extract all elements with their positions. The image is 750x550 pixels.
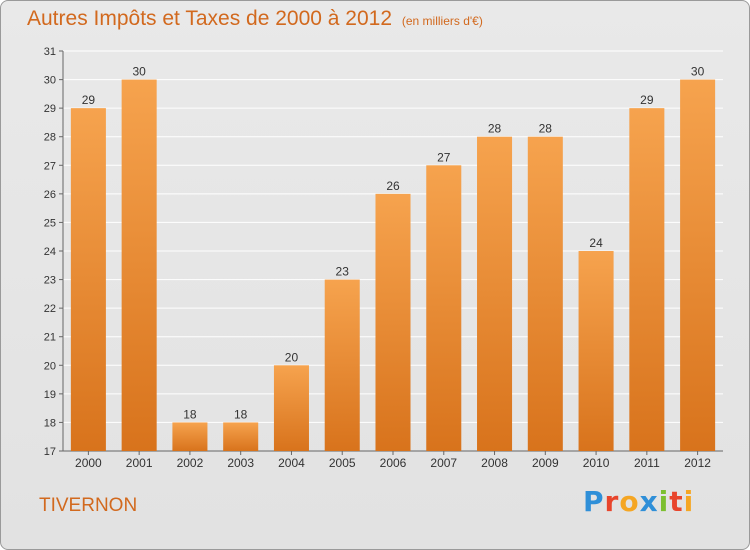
x-tick-label: 2009 xyxy=(532,456,559,470)
bar xyxy=(629,108,665,452)
data-label: 18 xyxy=(234,407,248,421)
y-tick-label: 27 xyxy=(44,160,56,172)
y-tick-label: 21 xyxy=(44,332,56,344)
y-tick-label: 20 xyxy=(44,360,56,372)
data-label: 29 xyxy=(82,93,96,107)
bar xyxy=(273,365,309,451)
proxiti-logo[interactable]: Proxiti xyxy=(583,485,694,518)
bar xyxy=(680,79,716,452)
x-tick-label: 2008 xyxy=(481,456,508,470)
x-tick-label: 2010 xyxy=(583,456,610,470)
bar xyxy=(527,136,563,451)
x-tick-label: 2004 xyxy=(278,456,305,470)
data-label: 26 xyxy=(386,179,400,193)
data-label: 28 xyxy=(488,122,502,136)
logo-letter: P xyxy=(583,485,605,518)
commune-name: TIVERNON xyxy=(39,495,138,516)
y-tick-label: 26 xyxy=(44,189,56,201)
chart-title: Autres Impôts et Taxes de 2000 à 2012 (e… xyxy=(27,7,483,31)
y-tick-label: 19 xyxy=(44,389,56,401)
logo-letter: o xyxy=(619,485,640,518)
data-label: 18 xyxy=(183,407,197,421)
y-tick-label: 24 xyxy=(44,246,56,258)
x-tick-label: 2003 xyxy=(227,456,254,470)
logo-letter: i xyxy=(658,485,670,518)
bar xyxy=(324,279,360,451)
y-tick-label: 18 xyxy=(44,417,56,429)
y-tick-label: 29 xyxy=(44,103,56,115)
x-tick-label: 2011 xyxy=(634,456,660,470)
data-label: 24 xyxy=(589,236,603,250)
y-tick-label: 22 xyxy=(44,303,56,315)
bar xyxy=(426,165,462,452)
bar xyxy=(172,422,208,451)
x-tick-label: 2006 xyxy=(380,456,407,470)
logo-letter: i xyxy=(683,485,695,518)
data-label: 27 xyxy=(437,150,451,164)
chart-title-unit: (en milliers d'€) xyxy=(401,14,483,28)
data-label: 20 xyxy=(285,350,299,364)
logo-letter: x xyxy=(639,485,659,518)
data-label: 23 xyxy=(336,265,350,279)
bar xyxy=(477,136,513,451)
x-tick-label: 2001 xyxy=(126,456,153,470)
y-tick-label: 28 xyxy=(44,132,56,144)
bar xyxy=(578,251,614,451)
bar xyxy=(121,79,157,452)
y-tick-label: 31 xyxy=(44,46,56,58)
x-tick-label: 2007 xyxy=(430,456,457,470)
logo-letter: r xyxy=(604,485,620,518)
x-tick-label: 2005 xyxy=(329,456,356,470)
data-label: 28 xyxy=(539,122,553,136)
bar xyxy=(70,108,106,452)
y-tick-label: 25 xyxy=(44,217,56,229)
data-label: 29 xyxy=(640,93,654,107)
data-label: 30 xyxy=(691,65,705,79)
y-tick-label: 17 xyxy=(44,446,56,458)
y-tick-label: 30 xyxy=(44,75,56,87)
logo-letter: t xyxy=(669,485,684,518)
y-tick-label: 23 xyxy=(44,275,56,287)
bar xyxy=(375,193,411,451)
chart-title-main: Autres Impôts et Taxes de 2000 à 2012 xyxy=(27,7,393,30)
data-label: 30 xyxy=(132,65,146,79)
bar xyxy=(223,422,259,451)
x-tick-label: 2000 xyxy=(75,456,102,470)
x-tick-label: 2012 xyxy=(684,456,711,470)
x-tick-label: 2002 xyxy=(177,456,204,470)
